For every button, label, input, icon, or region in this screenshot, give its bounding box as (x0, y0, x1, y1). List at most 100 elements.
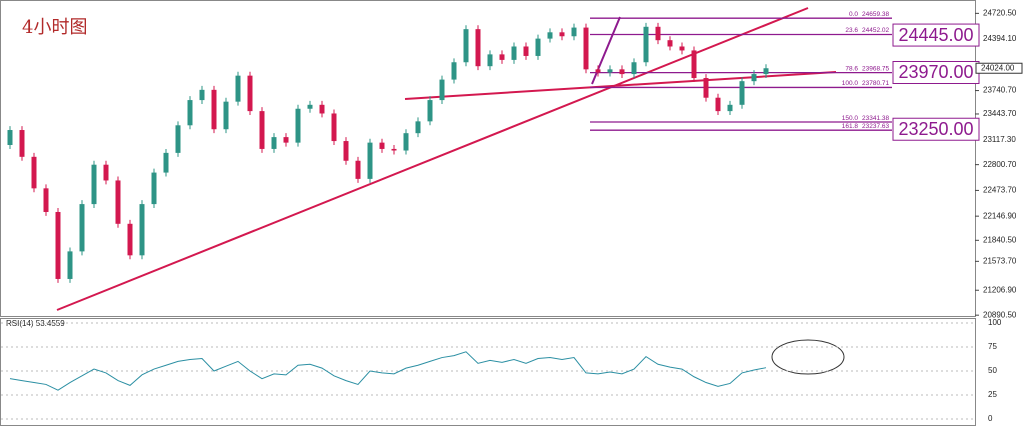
candle-body (295, 108, 301, 143)
candle-body (415, 121, 421, 134)
candle-body (355, 160, 361, 179)
candle-body (487, 54, 493, 67)
y-tick-label: 20890.50 (983, 310, 1017, 319)
candle-body (379, 142, 385, 149)
candle-body (631, 62, 637, 75)
candle-body (607, 69, 613, 73)
price-box-label: 23250.00 (898, 119, 973, 139)
fib-price: 23780.71 (862, 80, 889, 87)
candle-body (535, 38, 541, 56)
fib-level: 150.0 (842, 115, 859, 122)
rsi-line (9, 351, 767, 391)
y-tick-label: 21573.70 (983, 256, 1017, 265)
candle-body (439, 79, 445, 101)
fib-price: 23968.75 (862, 65, 889, 72)
rsi-label: RSI(14) 53.4559 (6, 319, 65, 328)
candle-body (679, 46, 685, 51)
y-tick-label: 22146.90 (983, 211, 1017, 220)
y-tick-label: 21206.90 (983, 285, 1017, 294)
candle-body (703, 78, 709, 98)
current-price-box (975, 62, 1023, 74)
candle-body (559, 32, 565, 37)
rsi-tick-label: 25 (988, 390, 997, 399)
candle-body (235, 75, 241, 102)
fib-anchor-line (591, 16, 621, 85)
y-tick-label: 21840.50 (983, 235, 1017, 244)
candle-body (391, 148, 397, 151)
y-tick-label: 23117.30 (983, 135, 1016, 144)
fib-price: 24452.02 (862, 27, 889, 34)
candle-body (319, 104, 325, 114)
trend-line (56, 7, 809, 311)
rsi-panel (0, 318, 976, 426)
price-panel (0, 0, 976, 317)
candle-body (19, 130, 25, 157)
rsi-tick-label: 50 (988, 366, 997, 375)
fib-price: 24659.38 (862, 11, 889, 18)
candle-body (91, 164, 97, 205)
candle-body (403, 133, 409, 151)
candle-body (571, 27, 577, 37)
candle-body (343, 141, 349, 161)
candle-body (715, 97, 721, 112)
candle-body (223, 101, 229, 130)
candle-body (367, 142, 373, 179)
candle-body (619, 69, 625, 75)
y-tick-label: 23740.70 (983, 86, 1017, 95)
rsi-tick-label: 0 (988, 414, 993, 423)
candle-body (739, 81, 745, 105)
price-box (892, 117, 980, 141)
candle-body (763, 68, 769, 75)
candle-body (583, 27, 589, 70)
fib-level: 161.8 (842, 123, 859, 130)
candle-body (151, 172, 157, 205)
candle-body (7, 130, 13, 145)
y-tick-label: 23443.70 (983, 109, 1017, 118)
y-tick-label: 22800.70 (983, 160, 1017, 169)
highlight-ellipse (771, 339, 845, 375)
candle-body (499, 54, 505, 60)
candle-body (163, 152, 169, 173)
fib-price: 23237.63 (862, 123, 889, 130)
candle-body (655, 26, 661, 41)
candle-body (175, 125, 181, 153)
candle-body (283, 137, 289, 143)
candle-body (691, 50, 697, 79)
chart-title: 4小时图 (22, 17, 87, 38)
candle-body (475, 29, 481, 67)
candle-body (127, 223, 133, 256)
candle-body (667, 40, 673, 47)
y-tick-label: 24720.50 (983, 8, 1017, 17)
candle-body (643, 26, 649, 63)
price-box-label: 23970.00 (898, 62, 973, 82)
price-box (892, 23, 980, 47)
candle-body (79, 204, 85, 252)
candle-body (259, 111, 265, 149)
candle-body (103, 164, 109, 181)
fib-level: 100.0 (842, 80, 859, 87)
candle-body (55, 211, 61, 279)
candle-body (511, 46, 517, 60)
candle-body (523, 46, 529, 56)
trend-line (404, 71, 837, 100)
candle-body (199, 89, 205, 101)
candle-body (547, 32, 553, 39)
candle-body (451, 62, 457, 80)
candle-body (187, 100, 193, 126)
y-tick-label: 24394.10 (983, 34, 1017, 43)
y-tick-label: 22473.70 (983, 186, 1017, 195)
rsi-tick-label: 100 (988, 318, 1002, 327)
candle-body (427, 100, 433, 122)
candle-body (67, 251, 73, 279)
fib-price: 23341.38 (862, 115, 889, 122)
fib-level: 23.6 (845, 27, 858, 34)
candle-body (271, 137, 277, 149)
candle-body (247, 75, 253, 112)
candle-body (751, 74, 757, 82)
candle-body (331, 113, 337, 142)
price-box-label: 24445.00 (898, 25, 973, 45)
candle-body (31, 156, 37, 189)
candle-body (595, 69, 601, 73)
candle-body (43, 188, 49, 212)
